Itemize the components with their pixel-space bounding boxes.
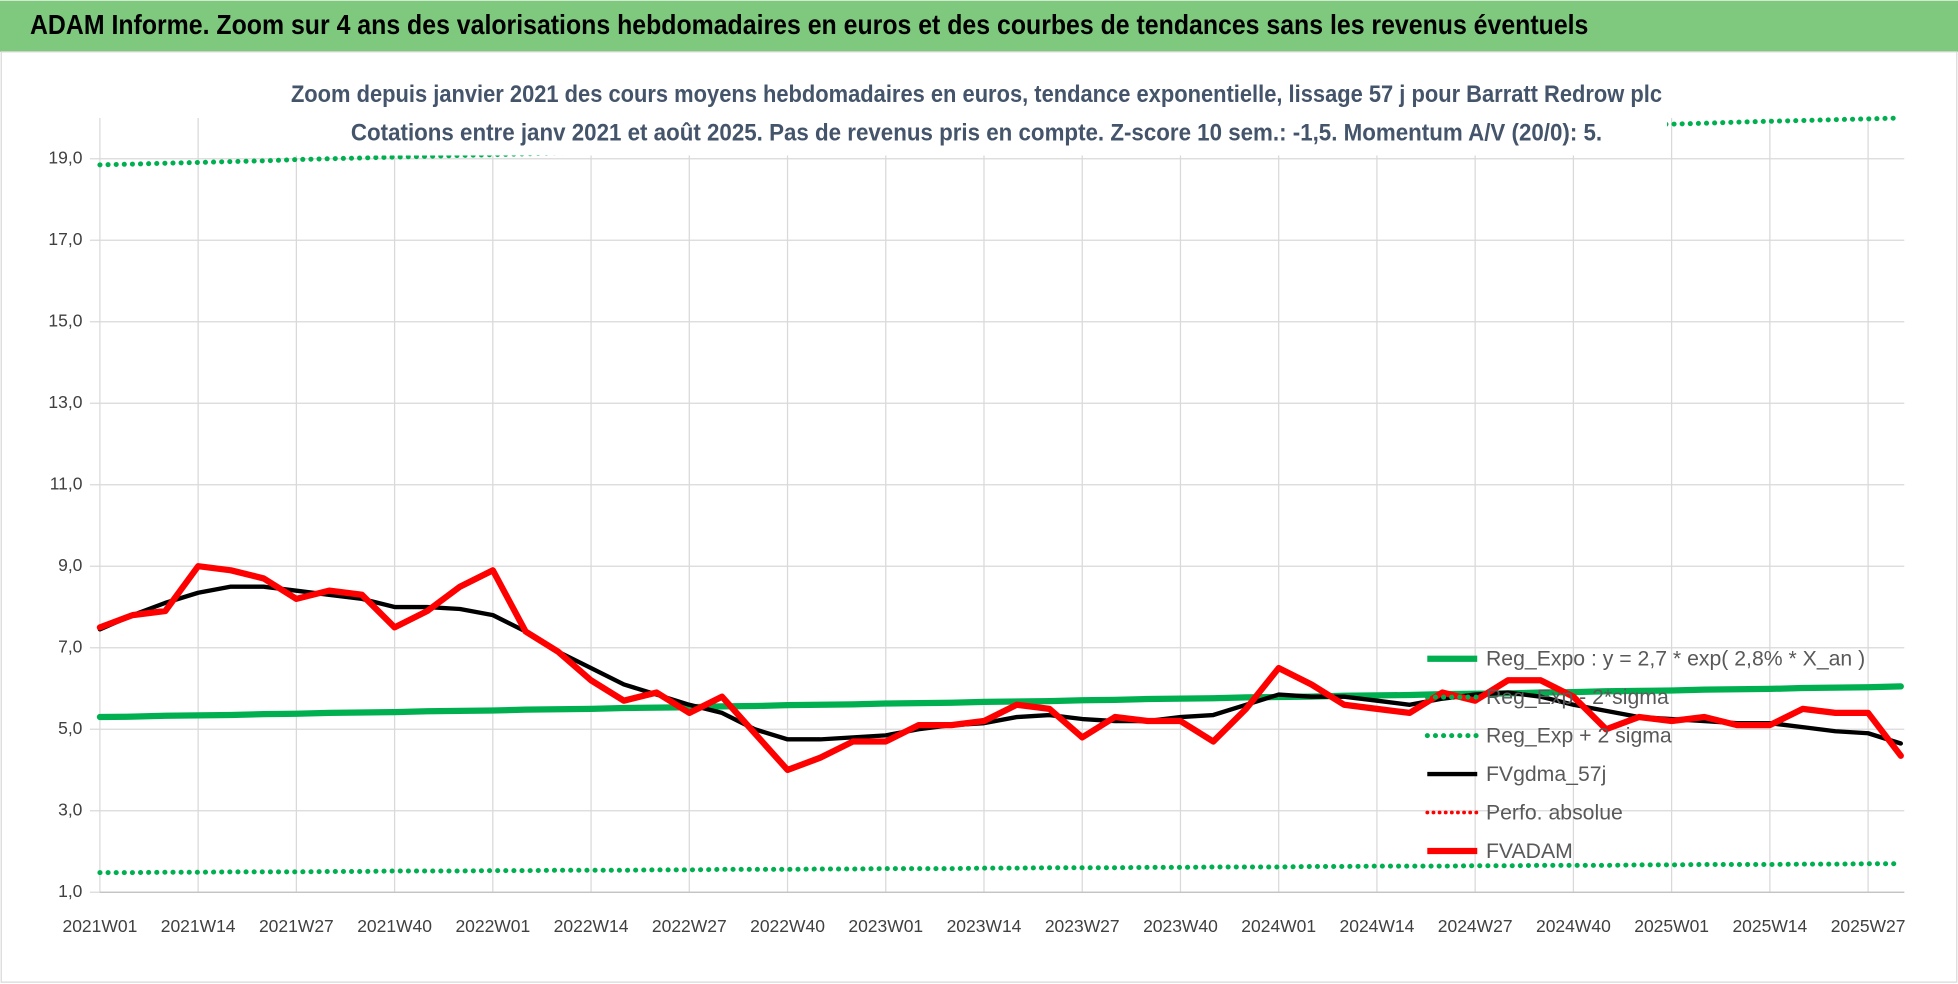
x-tick-label: 2023W27 bbox=[1045, 916, 1120, 936]
series-line bbox=[96, 683, 1904, 721]
chart-subtitle: Cotations entre janv 2021 et août 2025. … bbox=[351, 121, 1602, 147]
x-tick-label: 2021W40 bbox=[357, 916, 432, 936]
legend-label: FVADAM bbox=[1486, 840, 1573, 863]
y-tick-label: 17,0 bbox=[48, 229, 82, 249]
y-tick-label: 11,0 bbox=[50, 473, 83, 493]
x-tick-label: 2022W01 bbox=[455, 916, 530, 936]
x-tick-label: 2021W27 bbox=[259, 916, 334, 936]
header-bar bbox=[0, 0, 1958, 52]
legend-label: FVgdma_57j bbox=[1486, 763, 1606, 786]
title-backdrop bbox=[280, 75, 1668, 156]
x-tick-label: 2023W01 bbox=[848, 916, 923, 936]
series-line bbox=[97, 584, 1903, 746]
x-tick-label: 2022W14 bbox=[554, 916, 629, 936]
y-tick-label: 13,0 bbox=[48, 392, 82, 412]
legend: Reg_Expo : y = 2,7 * exp( 2,8% * X_an ) R… bbox=[1424, 648, 1865, 863]
y-tick-label: 5,0 bbox=[58, 718, 83, 738]
legend-label: Reg_Expo : y = 2,7 * exp( 2,8% * X_an ) bbox=[1486, 648, 1865, 671]
y-tick-label: 1,0 bbox=[58, 881, 83, 901]
x-tick-label: 2024W01 bbox=[1241, 916, 1316, 936]
y-tick-label: 7,0 bbox=[58, 636, 83, 656]
series-line bbox=[96, 563, 1904, 774]
y-tick-label: 15,0 bbox=[48, 310, 82, 330]
x-tick-label: 2021W01 bbox=[63, 916, 138, 936]
chart-frame bbox=[0, 51, 1958, 983]
x-tick-label: 2025W01 bbox=[1634, 916, 1709, 936]
x-tick-label: 2025W14 bbox=[1732, 916, 1807, 936]
y-tick-label: 3,0 bbox=[58, 799, 83, 819]
x-tick-label: 2023W40 bbox=[1143, 916, 1218, 936]
legend-label: Reg_Exp + 2 sigma bbox=[1486, 724, 1672, 747]
y-tick-label: 19,0 bbox=[48, 147, 82, 167]
y-tick-label: 9,0 bbox=[58, 555, 83, 575]
x-tick-label: 2022W40 bbox=[750, 916, 825, 936]
x-tick-label: 2024W40 bbox=[1536, 916, 1611, 936]
x-tick-label: 2024W14 bbox=[1340, 916, 1415, 936]
x-tick-label: 2025W27 bbox=[1831, 916, 1906, 936]
legend-label: Perfo. absolue bbox=[1486, 801, 1623, 824]
x-tick-label: 2021W14 bbox=[161, 916, 236, 936]
x-tick-label: 2022W27 bbox=[652, 916, 727, 936]
header-title: ADAM Informe. Zoom sur 4 ans des valoris… bbox=[30, 9, 1588, 40]
series-line bbox=[97, 861, 1904, 876]
chart-title: Zoom depuis janvier 2021 des cours moyen… bbox=[291, 82, 1662, 108]
x-tick-label: 2023W14 bbox=[947, 916, 1022, 936]
legend-label: Reg_Exp - 2*sigma bbox=[1486, 686, 1669, 709]
x-tick-label: 2024W27 bbox=[1438, 916, 1513, 936]
